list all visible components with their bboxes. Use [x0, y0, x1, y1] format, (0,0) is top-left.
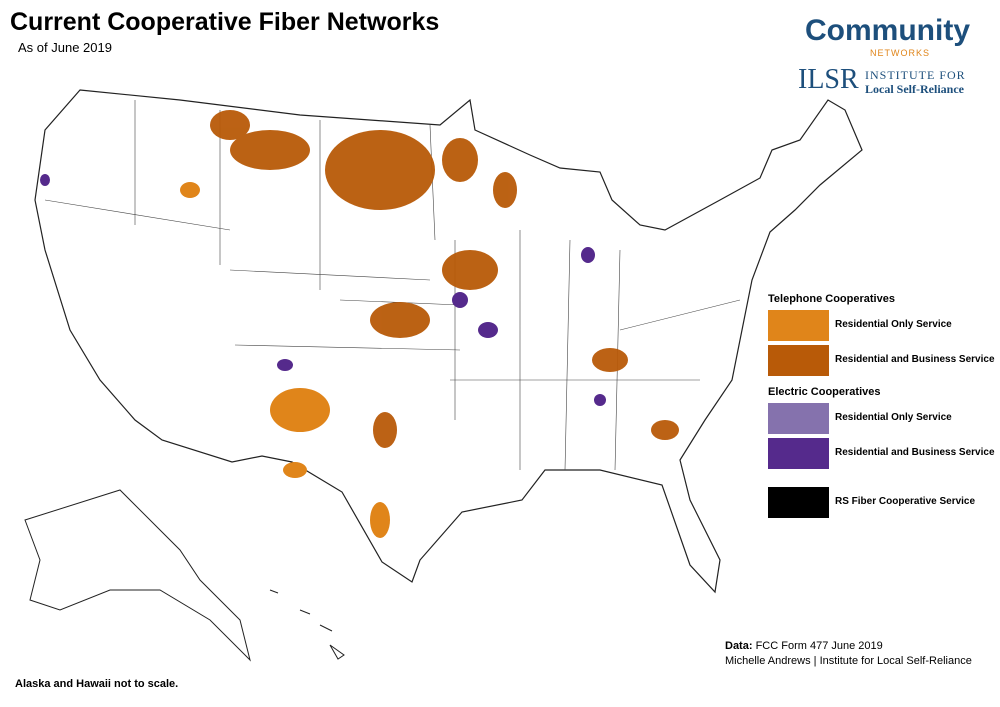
legend-group-title: Telephone Cooperatives — [768, 293, 895, 305]
logo-community: Community — [805, 14, 970, 47]
coverage-telephone-res — [180, 182, 390, 538]
logo-networks: NETWORKS — [870, 48, 931, 58]
source-prefix: Data: — [725, 640, 753, 652]
alaska — [24, 489, 251, 662]
note: Alaska and Hawaii not to scale. — [15, 678, 179, 690]
legend-label: Residential and Business Service — [835, 354, 995, 365]
legend-label: Residential and Business Service — [835, 447, 995, 458]
legend-swatch — [768, 345, 829, 376]
us-outline — [34, 89, 863, 594]
legend-group-title: Electric Cooperatives — [768, 386, 881, 398]
legend-swatch — [768, 310, 829, 341]
legend-swatch — [768, 403, 829, 434]
legend-label: RS Fiber Cooperative Service — [835, 496, 976, 507]
legend-swatch — [768, 438, 829, 469]
legend-swatch — [768, 487, 829, 518]
source-text: FCC Form 477 June 2019 — [755, 640, 883, 652]
credit: Michelle Andrews | Institute for Local S… — [725, 655, 972, 667]
source: Data: FCC Form 477 June 2019 — [725, 640, 883, 652]
title: Current Cooperative Fiber Networks — [10, 8, 440, 36]
logo-local: Local Self-Reliance — [865, 82, 964, 96]
legend-label: Residential Only Service — [835, 319, 952, 330]
coverage-telephone — [210, 110, 679, 448]
subtitle: As of June 2019 — [18, 40, 112, 55]
coverage-electric — [40, 174, 606, 406]
logo-institute: INSTITUTE FOR — [865, 68, 966, 82]
hawaii — [269, 589, 345, 660]
logo-ilsr: ILSR — [798, 64, 859, 95]
legend-label: Residential Only Service — [835, 412, 952, 423]
